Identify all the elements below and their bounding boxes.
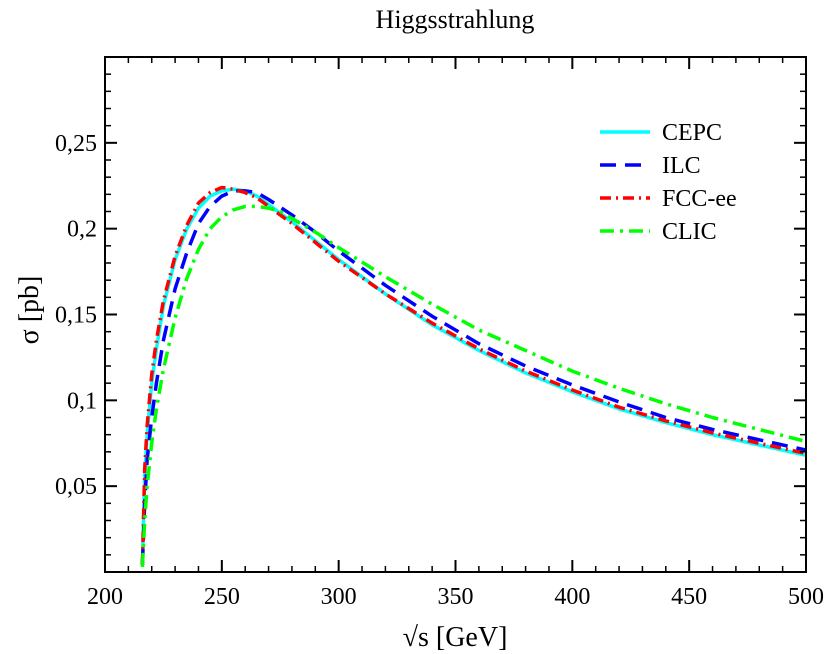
series-line-ilc (140, 189, 806, 566)
legend-label-fcc-ee: FCC-ee (662, 186, 737, 212)
x-axis-label: √s [GeV] (403, 622, 508, 653)
x-tick-label: 450 (671, 584, 707, 610)
x-tick-label: 250 (204, 584, 240, 610)
legend-label-ilc: ILC (662, 153, 701, 179)
y-tick-label: 0,25 (55, 131, 97, 157)
x-tick-label: 500 (788, 584, 824, 610)
x-tick-label: 200 (87, 584, 123, 610)
y-tick-label: 0,1 (67, 388, 97, 414)
legend: CEPC ILC FCC-ee CLIC (600, 120, 737, 245)
series-line-cepc (140, 187, 806, 566)
x-tick-label: 350 (438, 584, 474, 610)
chart-title: Higgsstrahlung (376, 5, 535, 34)
axes: 200 250 300 350 400 450 500 0,05 0,1 0,15 0,2 0,25 (55, 56, 824, 610)
y-tick-label: 0,2 (67, 217, 97, 243)
x-tick-label: 300 (321, 584, 357, 610)
plot-area (140, 185, 806, 567)
x-tick-label: 400 (554, 584, 590, 610)
legend-label-cepc: CEPC (662, 120, 722, 146)
y-tick-label: 0,05 (55, 474, 97, 500)
series-line-fcc-ee (140, 185, 806, 566)
series-line-clic (140, 204, 806, 567)
y-axis-label: σ [pb] (14, 276, 45, 345)
legend-label-clic: CLIC (662, 219, 717, 245)
y-tick-label: 0,15 (55, 303, 97, 329)
